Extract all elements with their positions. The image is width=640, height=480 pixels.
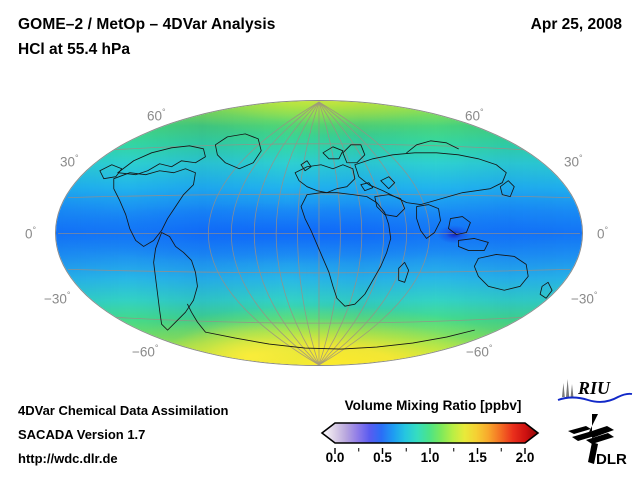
colorbar-label-4: 2.0 [515, 450, 535, 465]
colorbar-gradient [320, 422, 540, 444]
page-title: GOME–2 / MetOp – 4DVar Analysis [18, 16, 276, 33]
lat-label-left-60: 60° [147, 107, 166, 124]
dlr-mark-icon [568, 414, 614, 464]
colorbar-label-1: 0.5 [373, 450, 392, 465]
colorbar [320, 420, 540, 446]
lat-label-right-0: 0° [597, 225, 609, 242]
lat-label-left-minus60: −60° [132, 343, 159, 360]
riu-wave-icon [557, 392, 633, 403]
lat-label-left-30: 30° [60, 153, 79, 170]
footer-line-version: SACADA Version 1.7 [18, 427, 146, 442]
colorbar-title: Volume Mixing Ratio [ppbv] [344, 398, 522, 413]
lat-label-right-minus60: −60° [466, 343, 493, 360]
graticule [57, 101, 580, 365]
analysis-date: Apr 25, 2008 [530, 16, 622, 33]
colorbar-label-0: 0.0 [325, 450, 345, 465]
globe-clip [55, 100, 583, 366]
footer-line-assimilation: 4DVar Chemical Data Assimilation [18, 403, 229, 418]
colorbar-ticks [320, 443, 540, 454]
riu-logo: RIU [557, 378, 633, 403]
colorbar-tick-labels: 0.0 0.5 1.0 1.5 2.0 [310, 450, 550, 470]
mollweide-globe [55, 100, 583, 366]
lat-label-left-0: 0° [25, 225, 37, 242]
lat-label-right-30: 30° [564, 153, 583, 170]
riu-logo-text: RIU [577, 378, 611, 398]
map-panel: 60° 30° 0° −30° −60° 60° 30° 0° −30° −60… [0, 78, 640, 378]
dlr-logo-text: DLR [596, 451, 627, 468]
dlr-logo: DLR [568, 414, 627, 468]
lat-label-right-minus30: −30° [571, 290, 598, 307]
footer-line-url: http://wdc.dlr.de [18, 451, 118, 466]
colorbar-label-3: 1.5 [468, 450, 487, 465]
colorbar-label-2: 1.0 [420, 450, 440, 465]
page-subtitle: HCl at 55.4 hPa [18, 41, 130, 58]
coastlines [99, 133, 553, 350]
lat-label-right-60: 60° [465, 107, 484, 124]
riu-towers-icon [562, 379, 574, 397]
lat-label-left-minus30: −30° [44, 290, 71, 307]
